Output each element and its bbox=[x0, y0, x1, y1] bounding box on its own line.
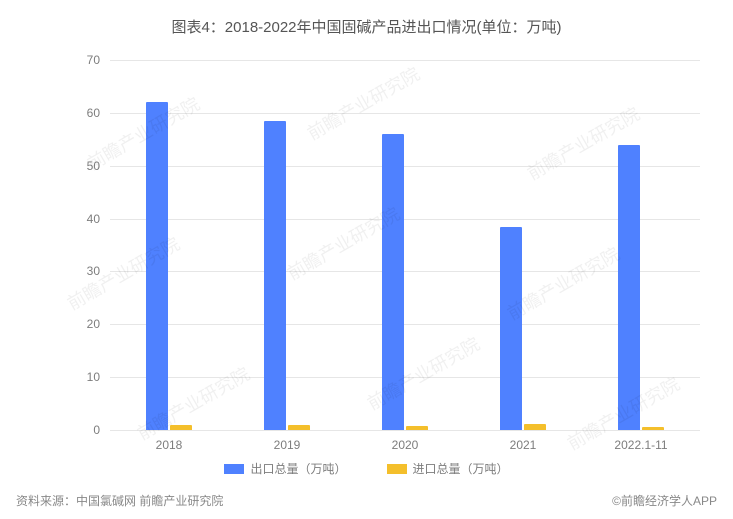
y-tick-label: 60 bbox=[70, 106, 100, 120]
legend: 出口总量（万吨） 进口总量（万吨） bbox=[0, 460, 733, 477]
x-tick-label: 2021 bbox=[483, 430, 563, 452]
footer: 资料来源：中国氯碱网 前瞻产业研究院 ©前瞻经济学人APP bbox=[16, 492, 717, 509]
x-tick-label: 2022.1-11 bbox=[601, 430, 681, 452]
bar-group: 2018 bbox=[129, 60, 209, 430]
x-tick-label: 2018 bbox=[129, 430, 209, 452]
source-text: 资料来源：中国氯碱网 前瞻产业研究院 bbox=[16, 492, 223, 509]
y-tick-label: 50 bbox=[70, 159, 100, 173]
legend-swatch-export bbox=[224, 464, 244, 474]
legend-item-import: 进口总量（万吨） bbox=[387, 460, 509, 477]
bar-export bbox=[500, 227, 522, 431]
bar-group: 2020 bbox=[365, 60, 445, 430]
brand-text: ©前瞻经济学人APP bbox=[612, 492, 717, 509]
chart-area: 010203040506070 20182019202020212022.1-1… bbox=[60, 60, 700, 430]
bar-group: 2022.1-11 bbox=[601, 60, 681, 430]
legend-label-export: 出口总量（万吨） bbox=[250, 460, 346, 477]
bar-export bbox=[146, 102, 168, 430]
bar-export bbox=[264, 121, 286, 430]
y-tick-label: 40 bbox=[70, 212, 100, 226]
x-tick-label: 2019 bbox=[247, 430, 327, 452]
y-tick-label: 70 bbox=[70, 53, 100, 67]
bar-export bbox=[382, 134, 404, 430]
plot-region: 2018 2019 2020 2021 2022.1-11 bbox=[110, 60, 700, 430]
bar-export bbox=[618, 145, 640, 430]
chart-title: 图表4：2018-2022年中国固碱产品进出口情况(单位：万吨) bbox=[0, 0, 733, 37]
y-tick-label: 20 bbox=[70, 317, 100, 331]
legend-item-export: 出口总量（万吨） bbox=[224, 460, 346, 477]
legend-label-import: 进口总量（万吨） bbox=[413, 460, 509, 477]
y-tick-label: 30 bbox=[70, 264, 100, 278]
bar-group: 2019 bbox=[247, 60, 327, 430]
y-tick-label: 0 bbox=[70, 423, 100, 437]
legend-swatch-import bbox=[387, 464, 407, 474]
x-tick-label: 2020 bbox=[365, 430, 445, 452]
bar-group: 2021 bbox=[483, 60, 563, 430]
y-tick-label: 10 bbox=[70, 370, 100, 384]
